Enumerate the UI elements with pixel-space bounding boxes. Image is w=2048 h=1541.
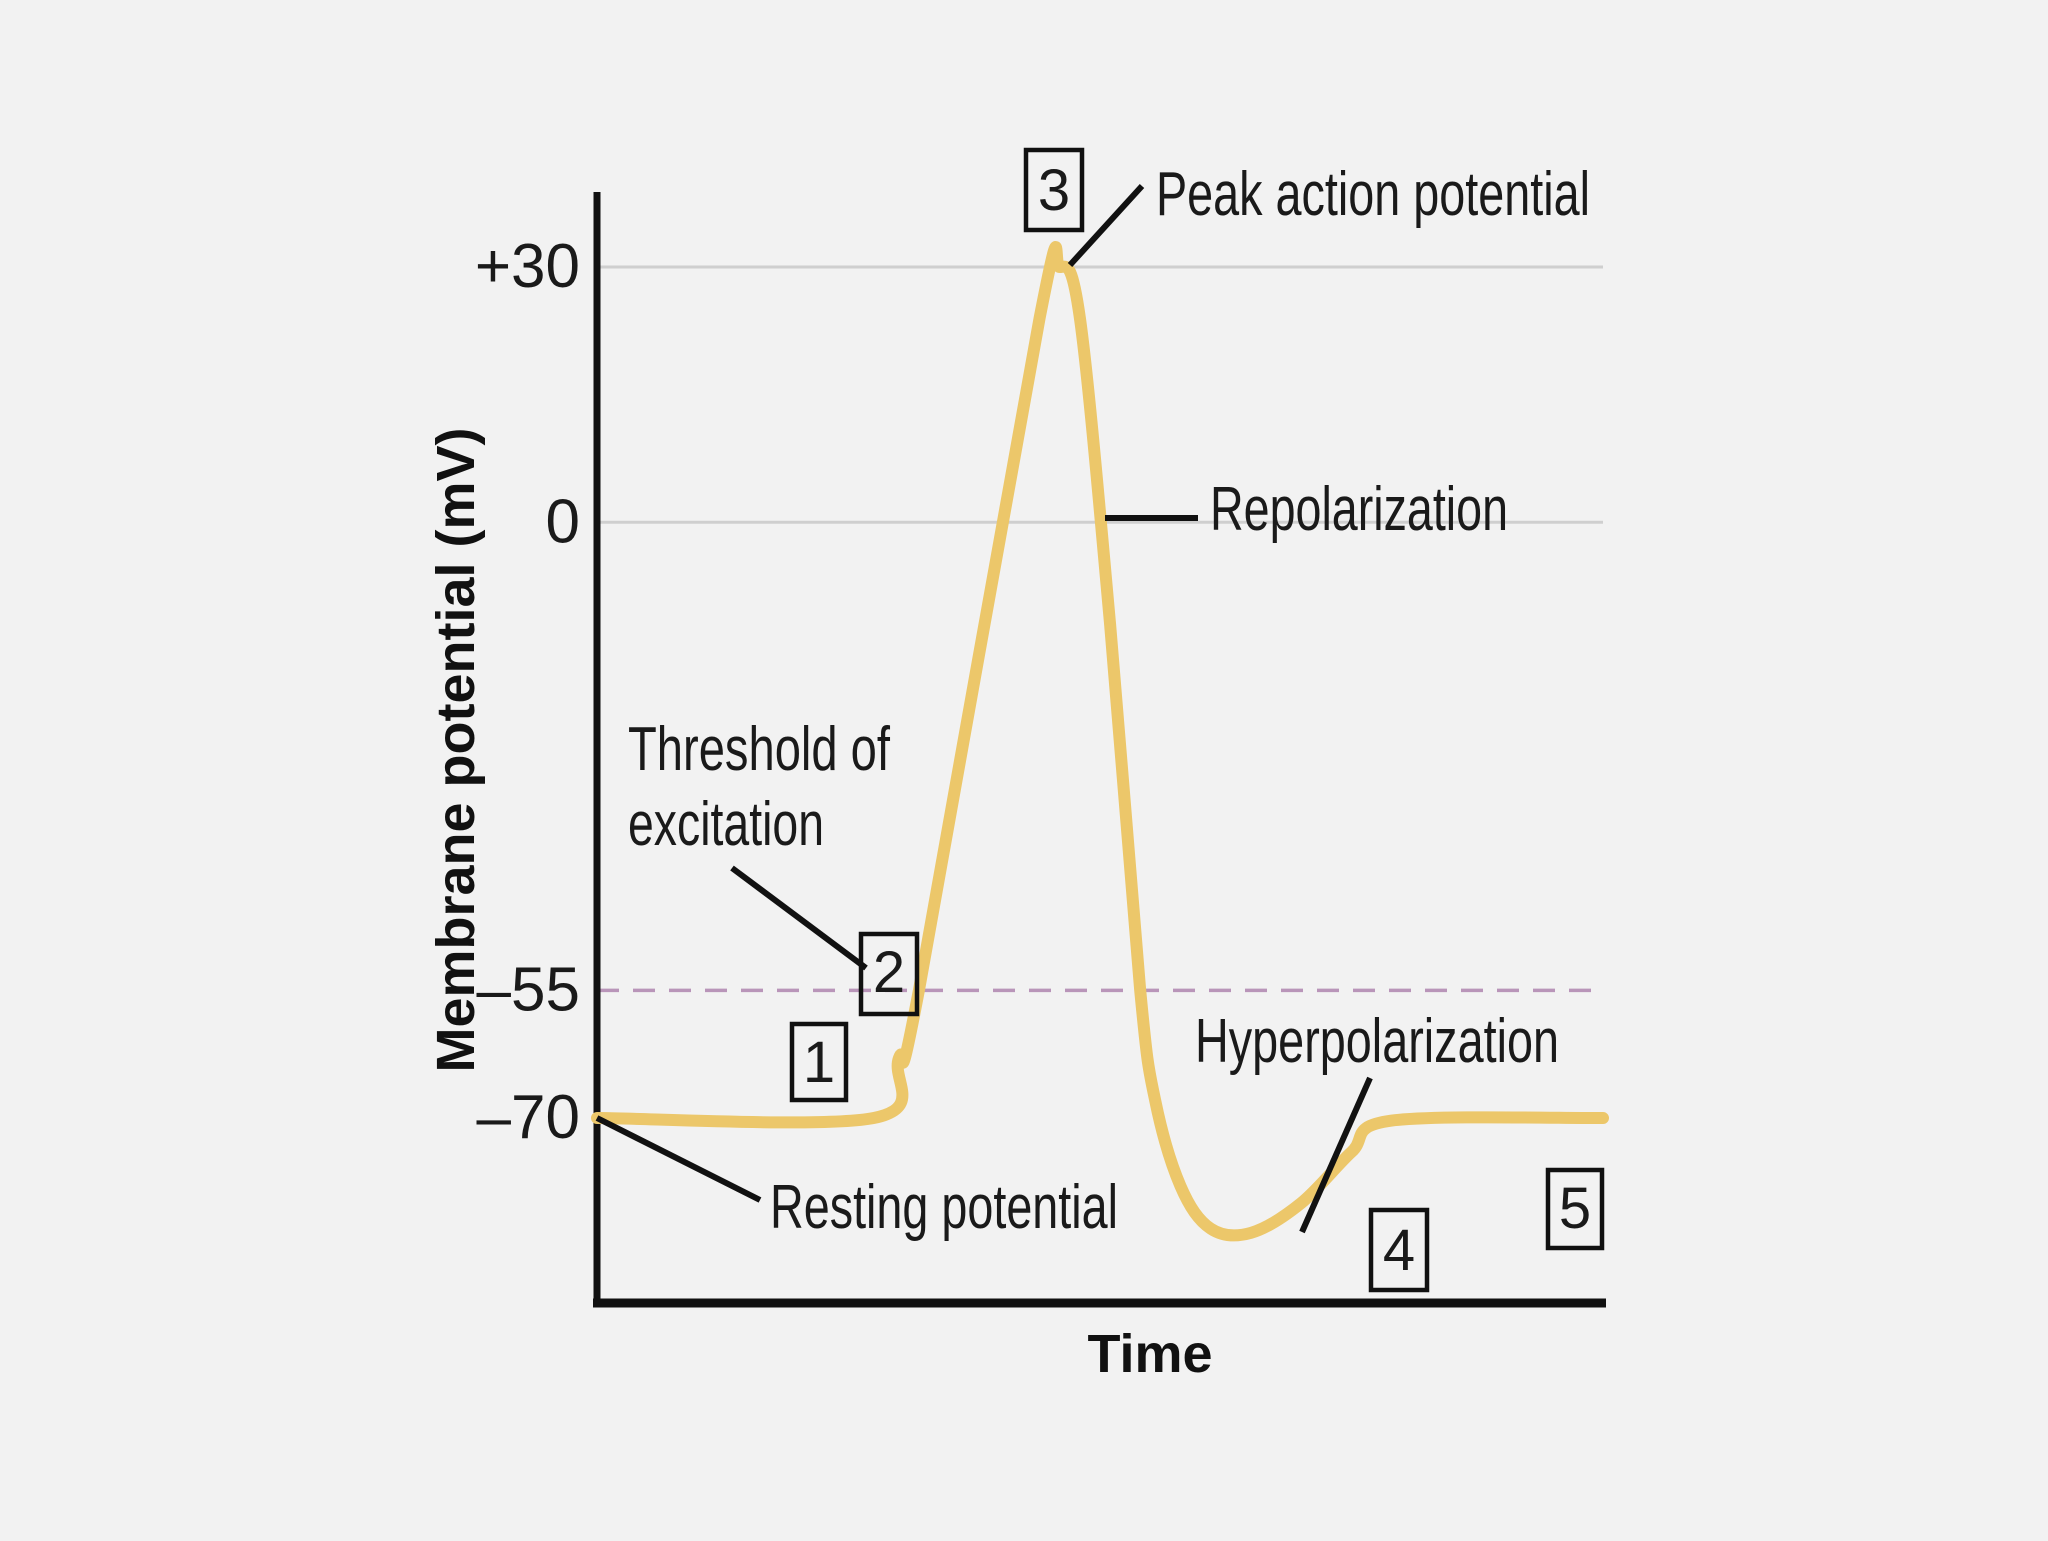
threshold-label-line1: Threshold of <box>628 715 891 784</box>
y-tick-label-minus55: –55 <box>477 955 580 1024</box>
y-tick-label-plus30: +30 <box>475 232 580 301</box>
step-box-4-label: 4 <box>1383 1218 1415 1283</box>
step-box-5-label: 5 <box>1559 1176 1591 1241</box>
resting-leader-line <box>595 1115 762 1203</box>
step-box-4: 4 <box>1368 1207 1430 1293</box>
y-axis-title: Membrane potential (mV) <box>426 427 486 1072</box>
hyperpolarization-label: Hyperpolarization <box>1195 1007 1559 1076</box>
step-box-2: 2 <box>858 931 920 1017</box>
y-tick-label-minus70: –70 <box>477 1083 580 1152</box>
step-box-3: 3 <box>1023 147 1085 233</box>
step-box-3-label: 3 <box>1038 158 1070 223</box>
step-box-1-label: 1 <box>803 1030 835 1095</box>
peak-leader-line <box>1067 183 1145 268</box>
resting-potential-label: Resting potential <box>770 1173 1118 1242</box>
hyperpolarization-leader-line <box>1299 1076 1373 1234</box>
step-box-5: 5 <box>1545 1167 1605 1251</box>
peak-action-potential-label: Peak action potential <box>1156 160 1590 229</box>
repolarization-label: Repolarization <box>1210 475 1508 544</box>
y-tick-label-zero: 0 <box>546 487 580 556</box>
step-box-2-label: 2 <box>873 940 905 1005</box>
step-box-1: 1 <box>789 1021 849 1103</box>
threshold-leader-line <box>730 865 868 971</box>
action-potential-curve <box>591 241 1609 1242</box>
threshold-label-line2: excitation <box>628 790 824 859</box>
x-axis-title: Time <box>1087 1324 1212 1384</box>
